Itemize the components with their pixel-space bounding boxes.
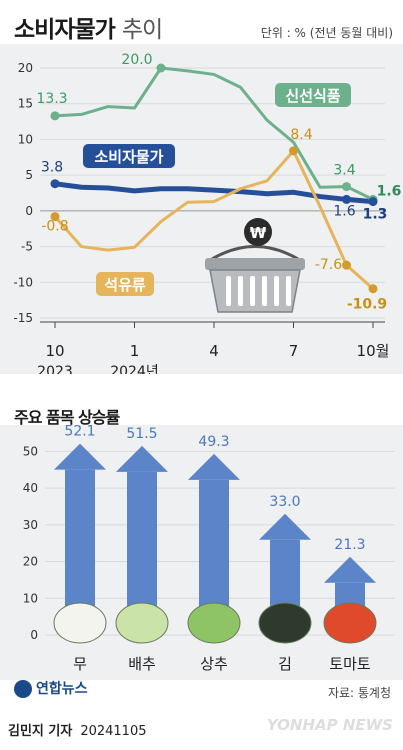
- vegetable-illustration: [53, 602, 107, 644]
- basket-slot: [274, 276, 279, 306]
- y-tick-label: 10: [18, 132, 33, 146]
- y-tick-label: 0: [30, 628, 38, 642]
- basket-slot: [226, 276, 231, 306]
- data-label: 20.0: [121, 52, 152, 68]
- data-label: 3.4: [333, 163, 355, 179]
- basket-slot: [238, 276, 243, 306]
- bar-value-label: 51.5: [126, 426, 157, 442]
- series-line: [54, 181, 374, 205]
- series-name: 소비자물가: [94, 148, 163, 166]
- watermark: YONHAP NEWS: [266, 716, 393, 734]
- author-name: 김민지 기자: [8, 724, 73, 739]
- vegetable-illustration: [187, 602, 241, 644]
- basket-slot: [250, 276, 255, 306]
- basket-slot: [286, 276, 291, 306]
- agency-name: 연합뉴스: [36, 681, 88, 697]
- data-label: -7.6: [315, 257, 342, 273]
- bar-arrowhead: [54, 443, 106, 470]
- vegetable-illustration: [258, 602, 312, 644]
- data-point: [368, 197, 378, 207]
- x-tick-year: 2024년: [110, 364, 159, 374]
- bar-chart: 50 40 30 20 10 0 52.1 무 51.5 배추 49.3 상추 33.0 김 21.3 토마토: [23, 424, 395, 673]
- category-label: 무: [73, 655, 87, 673]
- series-name-box: [96, 272, 154, 296]
- data-point: [342, 260, 351, 270]
- won-symbol: ₩: [250, 224, 267, 242]
- data-point: [50, 179, 60, 189]
- data-label: 1.6: [377, 183, 402, 199]
- y-tick-label: 40: [23, 481, 38, 495]
- data-label: 3.8: [41, 160, 63, 176]
- data-label: 8.4: [290, 127, 312, 143]
- y-tick-label: 20: [23, 555, 38, 569]
- data-point: [368, 284, 378, 294]
- category-label: 토마토: [329, 655, 371, 673]
- x-tick-label: 7: [289, 342, 299, 360]
- y-tick-label: 15: [18, 97, 33, 111]
- title-light: 추이: [121, 17, 163, 43]
- y-tick-label: -15: [13, 311, 33, 325]
- page-title: 소비자물가 추이: [14, 10, 163, 44]
- data-point: [50, 111, 60, 121]
- basket-rim: [205, 258, 305, 270]
- x-tick-year: 2023: [37, 364, 73, 374]
- author-line: 김민지 기자 20241105: [8, 720, 147, 739]
- data-point: [156, 63, 166, 73]
- y-tick-label: -10: [13, 275, 33, 289]
- data-label: -0.8: [41, 219, 68, 235]
- x-tick-label: 4: [209, 342, 219, 360]
- data-point: [289, 146, 298, 156]
- data-point: [342, 194, 351, 204]
- y-tick-label: 30: [23, 518, 38, 532]
- y-tick-label: 5: [25, 168, 33, 182]
- category-label: 김: [278, 655, 292, 673]
- won-coin: [244, 218, 272, 246]
- series-name-box: [83, 144, 175, 168]
- data-label: -10.9: [347, 297, 387, 313]
- bar-chart-panel: 50 40 30 20 10 0 52.1 무 51.5 배추 49.3 상추 33.0 김 21.3 토마토: [0, 424, 403, 680]
- agency-logo-icon: [14, 680, 32, 698]
- bar-value-label: 33.0: [269, 494, 300, 510]
- series-name: 석유류: [104, 276, 146, 294]
- y-tick-label: 20: [18, 61, 33, 75]
- bar-value-label: 52.1: [64, 425, 95, 440]
- data-point: [342, 182, 351, 192]
- series-line: [54, 66, 374, 201]
- y-tick-label: 50: [23, 444, 38, 458]
- category-label: 상추: [200, 655, 228, 673]
- category-label: 배추: [128, 655, 156, 673]
- bar-value-label: 49.3: [198, 434, 229, 450]
- series-name-box: [275, 83, 351, 107]
- basket-slot: [262, 276, 267, 306]
- series-name: 신선식품: [285, 87, 340, 105]
- unit-label: 단위 : % (전년 동월 대비): [260, 26, 393, 40]
- data-label: 1.3: [363, 207, 388, 223]
- agency-logo: 연합뉴스: [14, 678, 88, 698]
- publish-date: 20241105: [80, 724, 147, 739]
- bar-value-label: 21.3: [334, 537, 365, 553]
- data-label: 13.3: [36, 91, 67, 107]
- bar-arrowhead: [259, 513, 311, 540]
- y-tick-label: -5: [21, 240, 33, 254]
- data-point: [50, 212, 60, 222]
- data-label: 1.6: [333, 203, 355, 219]
- title-main: 소비자물가: [14, 17, 116, 43]
- x-tick-label: 10월: [357, 342, 390, 360]
- x-tick-label: 10: [45, 342, 64, 360]
- basket-handle: [211, 245, 299, 261]
- source-label: 자료: 통계청: [327, 686, 391, 700]
- line-chart: 20 15 10 5 0 -5 -10 -15 10 2023 1 2024년 4 7 10월 ₩ 신선식품소비…: [13, 52, 402, 380]
- vegetable-illustration: [115, 602, 169, 644]
- y-tick-label: 10: [23, 591, 38, 605]
- series-line: [53, 149, 374, 290]
- section2-title: 주요 품목 상승률: [14, 408, 120, 427]
- bar-arrowhead: [324, 556, 376, 583]
- y-tick-label: 0: [25, 204, 33, 218]
- bar-arrowhead: [116, 445, 168, 472]
- x-tick-label: 1: [130, 342, 140, 360]
- vegetable-illustration: [323, 602, 377, 644]
- bar-arrowhead: [188, 453, 240, 480]
- basket-icon: ₩: [205, 218, 305, 313]
